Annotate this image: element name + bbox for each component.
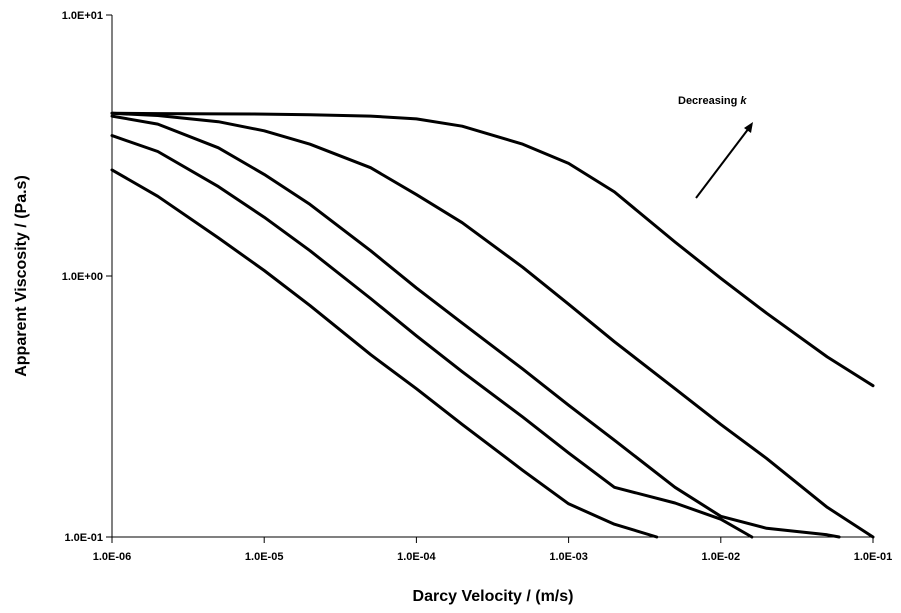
y-tick-label: 1.0E+00: [62, 271, 103, 283]
annotation-label: Decreasing k: [678, 95, 747, 107]
y-axis-title: Apparent Viscosity / (Pa.s): [13, 175, 30, 377]
x-tick-label: 1.0E-02: [702, 551, 741, 563]
x-tick-label: 1.0E-05: [245, 551, 284, 563]
y-tick-label: 1.0E+01: [62, 10, 103, 22]
x-axis-title: Darcy Velocity / (m/s): [413, 588, 574, 605]
x-axis: 1.0E-06 1.0E-05 1.0E-04 1.0E-03 1.0E-02 1.0E-…: [93, 536, 893, 563]
series-line-4: [110, 134, 754, 539]
y-axis: 1.0E-01 1.0E+00 1.0E+01: [62, 10, 113, 544]
x-tick-label: 1.0E-04: [397, 551, 436, 563]
x-tick-label: 1.0E-01: [854, 551, 893, 563]
y-tick-label: 1.0E-01: [64, 532, 103, 544]
annotation-arrow-head: [744, 122, 753, 133]
series-layer: [110, 111, 875, 539]
annotation: Decreasing k: [678, 95, 753, 199]
x-tick-label: 1.0E-06: [93, 551, 132, 563]
series-line-3: [110, 114, 841, 539]
series-line-5: [110, 168, 659, 539]
series-line-2: [110, 111, 875, 539]
annotation-arrow-shaft: [695, 127, 750, 199]
x-tick-label: 1.0E-03: [549, 551, 588, 563]
series-line-1: [110, 111, 875, 388]
